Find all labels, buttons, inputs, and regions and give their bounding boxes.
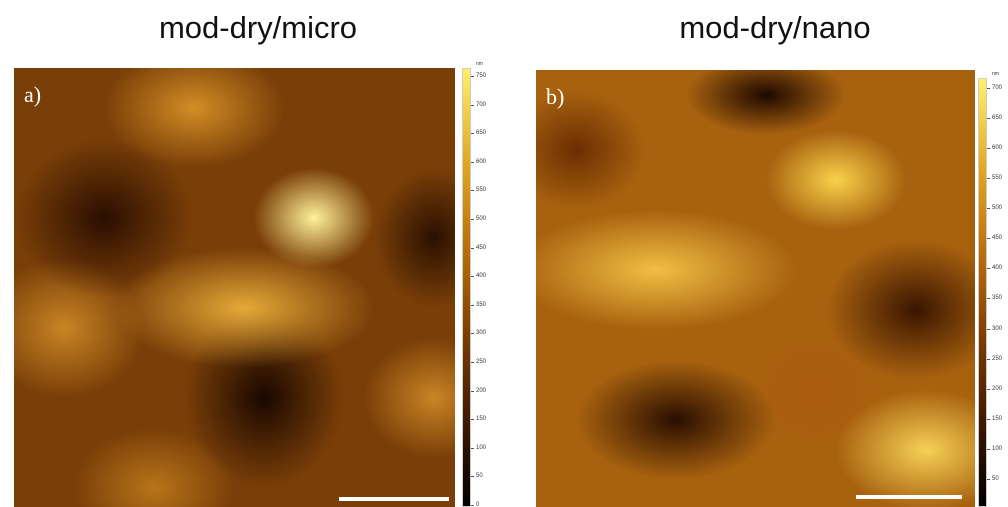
panel-title: mod-dry/nano <box>679 10 871 45</box>
afm-image: b) <box>536 70 975 507</box>
tick-label: 100 <box>476 444 487 451</box>
scale-bar <box>856 495 962 499</box>
tick-label: 450 <box>476 244 487 251</box>
tick-mark <box>471 161 474 163</box>
tick-mark <box>471 304 474 306</box>
tick-label: 650 <box>476 130 487 137</box>
tick-mark <box>471 190 474 192</box>
tick-mark <box>987 87 990 89</box>
tick-label: 150 <box>992 415 1003 422</box>
tick-label: 750 <box>476 73 487 79</box>
panel-label: b) <box>546 84 565 109</box>
tick-mark <box>987 388 990 390</box>
tick-label: 100 <box>992 445 1003 452</box>
tick-label: 450 <box>992 235 1003 242</box>
tick-mark <box>987 358 990 360</box>
colorbar-unit: nm <box>476 61 483 67</box>
tick-label: 500 <box>476 216 487 222</box>
tick-label: 700 <box>992 84 1003 91</box>
tick-label: 50 <box>992 475 999 482</box>
tick-label: 50 <box>476 473 483 480</box>
tick-label: 300 <box>476 330 487 337</box>
tick-mark <box>471 247 474 249</box>
tick-label: 700 <box>476 101 487 108</box>
tick-mark <box>987 208 990 210</box>
tick-label: 500 <box>992 205 1003 212</box>
tick-label: 0 <box>476 502 480 507</box>
colorbar <box>462 68 471 507</box>
tick-label: 400 <box>992 265 1003 272</box>
tick-mark <box>987 118 990 120</box>
tick-label: 250 <box>992 355 1003 362</box>
tick-mark <box>471 276 474 278</box>
tick-mark <box>471 447 474 449</box>
tick-label: 600 <box>992 145 1003 152</box>
tick-label: 150 <box>476 416 487 423</box>
scale-bar <box>339 497 449 501</box>
tick-mark <box>987 448 990 450</box>
afm-image: a) <box>14 68 455 507</box>
tick-label: 650 <box>992 115 1003 122</box>
tick-mark <box>471 133 474 135</box>
tick-label: 200 <box>476 387 487 394</box>
tick-label: 300 <box>992 325 1003 332</box>
panel-label: a) <box>24 82 42 107</box>
tick-mark <box>987 178 990 180</box>
tick-mark <box>987 298 990 300</box>
tick-mark <box>471 362 474 363</box>
tick-mark <box>471 76 474 77</box>
tick-mark <box>987 328 990 330</box>
colorbar <box>978 78 987 507</box>
tick-mark <box>987 238 990 240</box>
tick-label: 400 <box>476 273 487 280</box>
tick-label: 350 <box>992 295 1003 302</box>
tick-mark <box>471 333 474 335</box>
tick-mark <box>471 390 474 392</box>
tick-mark <box>471 419 474 421</box>
tick-label: 200 <box>992 385 1003 392</box>
tick-label: 250 <box>476 359 487 365</box>
tick-mark <box>471 476 474 478</box>
tick-mark <box>987 148 990 150</box>
tick-mark <box>471 505 474 506</box>
tick-label: 550 <box>476 187 487 194</box>
tick-mark <box>471 219 474 220</box>
tick-mark <box>987 418 990 420</box>
tick-label: 350 <box>476 301 487 308</box>
tick-label: 550 <box>992 175 1003 182</box>
tick-mark <box>987 478 990 480</box>
panel-title: mod-dry/micro <box>158 10 358 45</box>
colorbar-unit: nm <box>992 71 999 77</box>
tick-mark <box>471 104 474 106</box>
tick-mark <box>987 268 990 270</box>
tick-label: 600 <box>476 158 487 165</box>
